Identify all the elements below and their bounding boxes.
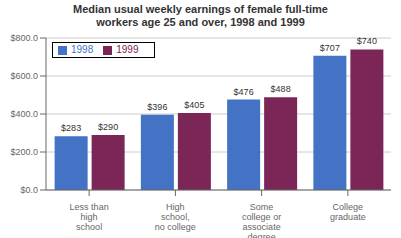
svg-text:$600.0: $600.0 [10, 71, 38, 81]
svg-text:$0.0: $0.0 [20, 185, 38, 195]
svg-text:$283: $283 [61, 123, 81, 133]
svg-text:$200.0: $200.0 [10, 147, 38, 157]
svg-text:$405: $405 [184, 100, 204, 110]
svg-text:$290: $290 [98, 122, 118, 132]
svg-text:$707: $707 [320, 43, 340, 53]
svg-text:$488: $488 [271, 84, 291, 94]
svg-text:Less thanhighschool: Less thanhighschool [70, 202, 109, 232]
svg-text:$800.0: $800.0 [10, 33, 38, 43]
svg-text:$396: $396 [147, 102, 167, 112]
html-text:1998: 1998 [71, 44, 94, 55]
html-text:1999: 1999 [116, 44, 139, 55]
html-text:Median usual weekly earnings o: Median usual weekly earnings of female f… [73, 3, 328, 28]
svg-text:$476: $476 [234, 87, 254, 97]
svg-text:$740: $740 [357, 36, 377, 46]
svg-text:Collegegraduate: Collegegraduate [330, 202, 366, 222]
svg-text:$400.0: $400.0 [10, 109, 38, 119]
svg-text:Somecollege orassociatedegree: Somecollege orassociatedegree [242, 202, 281, 238]
svg-text:Highschool,no college: Highschool,no college [155, 202, 196, 232]
